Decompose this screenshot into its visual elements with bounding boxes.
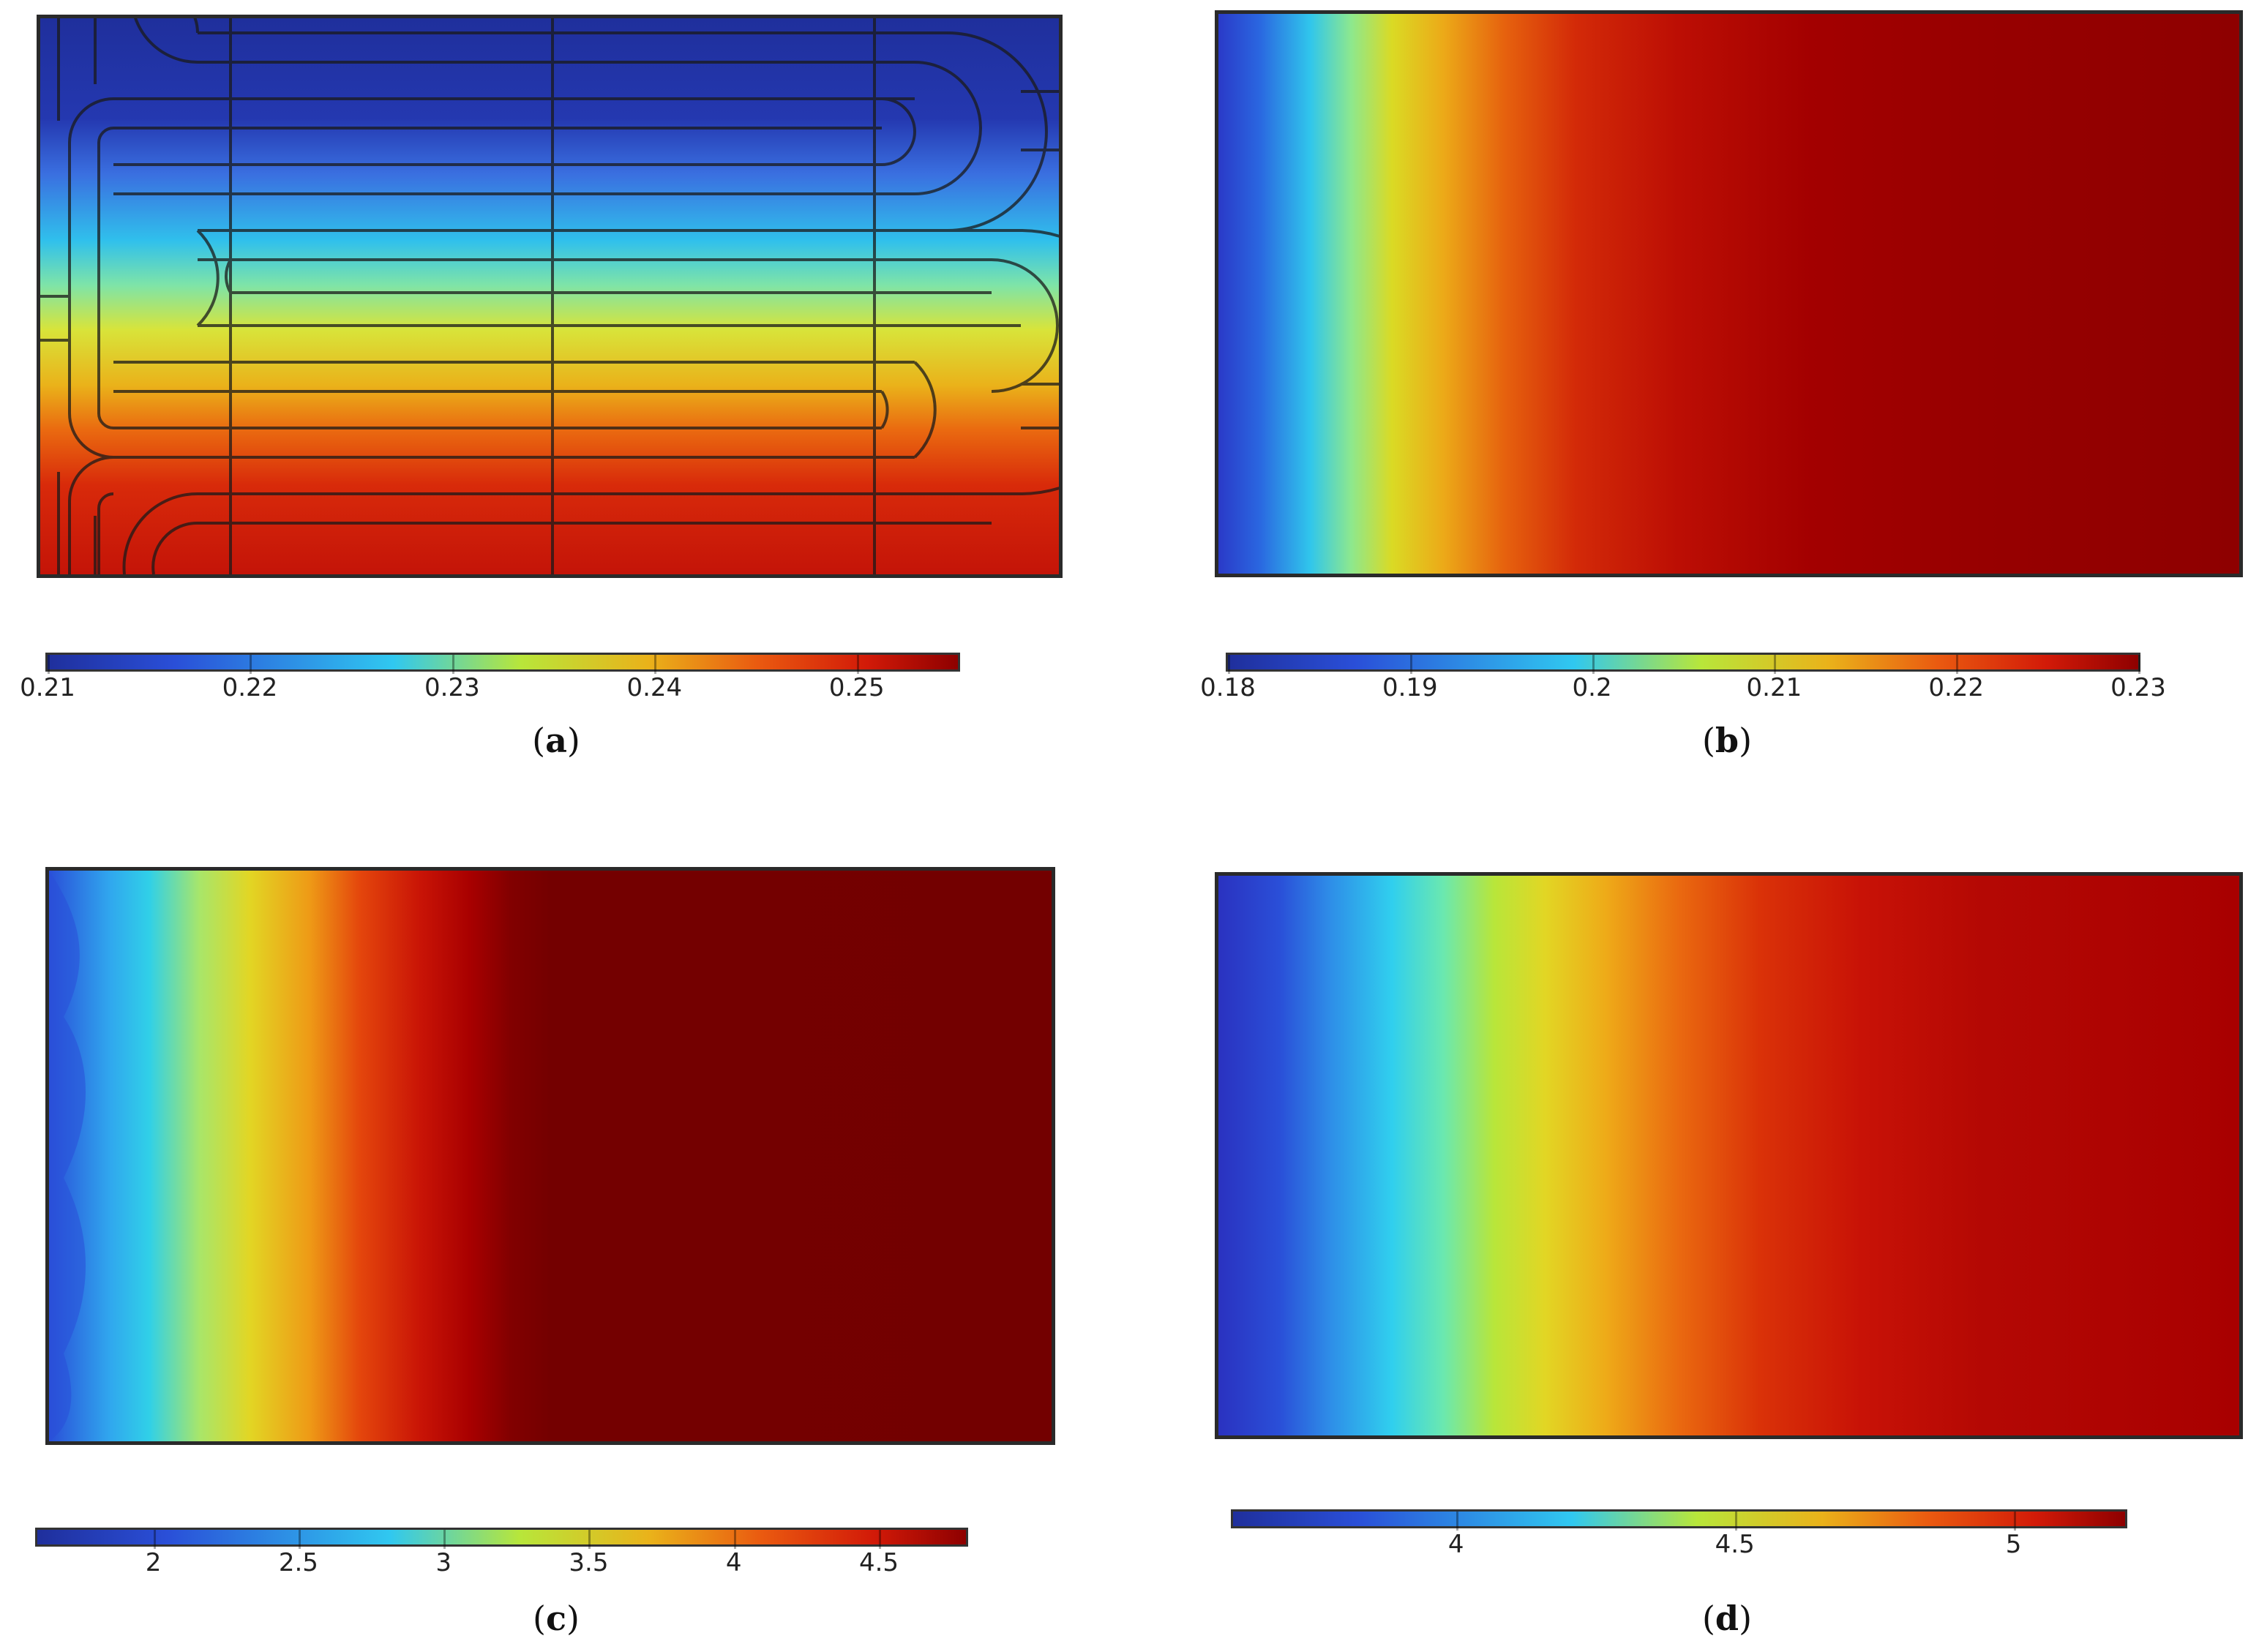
colorbar-b-tick-label: 0.23 <box>2110 673 2166 702</box>
colorbar-b-tick-label: 0.18 <box>1200 673 1256 702</box>
colorbar-c-tick <box>443 1530 446 1549</box>
colorbar-a <box>45 653 960 674</box>
field-b <box>1215 10 2243 577</box>
colorbar-b-tick-label: 0.21 <box>1746 673 1802 702</box>
colorbar-c-tick-label: 4 <box>725 1548 742 1577</box>
colorbar-c-tick <box>733 1530 736 1549</box>
colorbar-b-tick <box>1774 655 1777 674</box>
colorbar-c-tick-label: 3 <box>435 1548 452 1577</box>
colorbar-c-tick <box>153 1530 156 1549</box>
colorbar-c-tick <box>298 1530 301 1549</box>
colorbar-a-tick <box>48 655 50 674</box>
colorbar-a-tick <box>452 655 454 674</box>
colorbar-b-tick <box>1956 655 1959 674</box>
colorbar-a-tick <box>654 655 657 674</box>
caption-c: (c) <box>533 1599 580 1638</box>
colorbar-b-tick-label: 0.2 <box>1572 673 1612 702</box>
field-c <box>45 867 1055 1445</box>
colorbar-b <box>1226 653 2140 674</box>
caption-a: (a) <box>532 721 580 760</box>
colorbar-b-tick <box>1409 655 1412 674</box>
field-d <box>1215 872 2243 1439</box>
field-a <box>37 15 1063 578</box>
caption-b: (b) <box>1701 721 1753 760</box>
colorbar-c-tick-label: 3.5 <box>569 1548 609 1577</box>
colorbar-b-tick <box>1592 655 1595 674</box>
colorbar-b-tick <box>1228 655 1230 674</box>
colorbar-c-tick <box>588 1530 591 1549</box>
colorbar-d-tick <box>2013 1512 2016 1531</box>
colorbar-d-tick-label: 4 <box>1447 1530 1464 1559</box>
colorbar-a-tick-label: 0.22 <box>222 673 278 702</box>
colorbar-c-tick-label: 2 <box>145 1548 162 1577</box>
colorbar-a-tick-label: 0.23 <box>424 673 480 702</box>
colorbar-a-tick-label: 0.21 <box>20 673 75 702</box>
colorbar-a-tick-label: 0.25 <box>828 673 885 702</box>
colorbar-b-tick-label: 0.19 <box>1382 673 1438 702</box>
colorbar-b-tick <box>2138 655 2140 674</box>
wavy-front-overlay <box>49 871 86 1441</box>
colorbar-d-tick <box>1456 1512 1458 1531</box>
colorbar-a-tick <box>250 655 252 674</box>
caption-d: (d) <box>1701 1599 1753 1638</box>
colorbar-d-tick <box>1734 1512 1737 1531</box>
channel-overlay <box>40 18 1059 574</box>
colorbar-d-tick-label: 4.5 <box>1715 1530 1755 1559</box>
colorbar-b-tick-label: 0.22 <box>1928 673 1985 702</box>
colorbar-a-tick <box>856 655 859 674</box>
colorbar-d-tick-label: 5 <box>2005 1530 2022 1559</box>
colorbar-d <box>1231 1509 2127 1531</box>
colorbar-a-tick-label: 0.24 <box>626 673 683 702</box>
colorbar-c-tick <box>879 1530 882 1549</box>
colorbar-c-tick-label: 4.5 <box>858 1548 899 1577</box>
colorbar-c <box>35 1528 968 1549</box>
colorbar-c-tick-label: 2.5 <box>278 1548 318 1577</box>
